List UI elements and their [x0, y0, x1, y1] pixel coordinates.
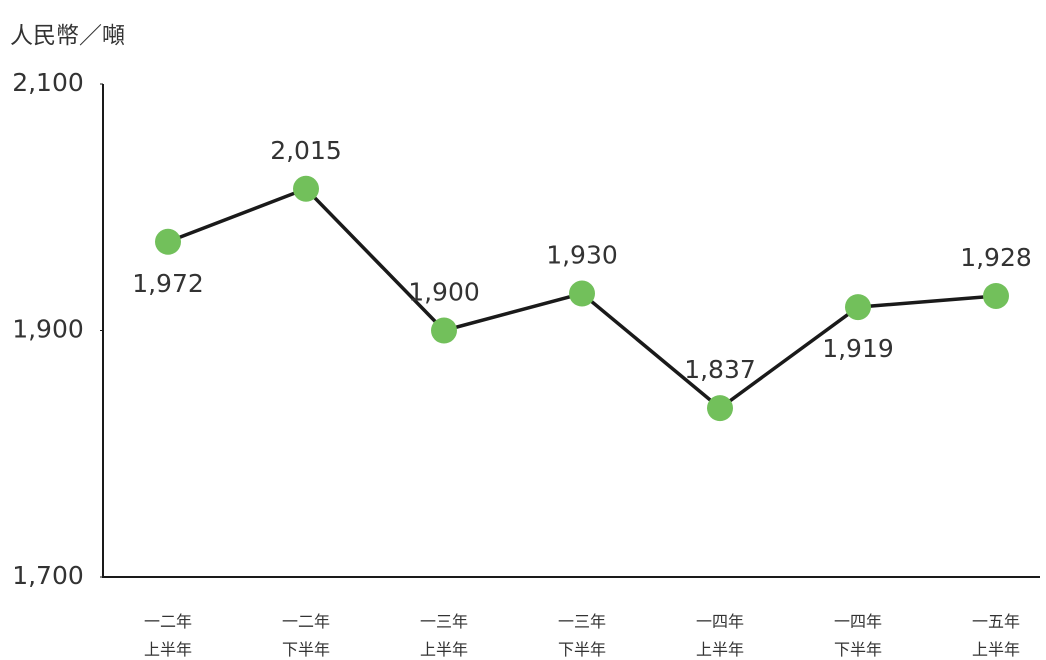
x-tick-label: 一五年 上半年 [971, 612, 1020, 659]
y-tick-label: 2,100 [12, 68, 84, 97]
data-label: 1,928 [960, 243, 1032, 272]
data-label: 1,837 [684, 355, 756, 384]
y-tick-label: 1,700 [12, 561, 84, 590]
x-tick-label: 一四年 下半年 [833, 612, 882, 659]
x-tick-label: 一二年 下半年 [281, 612, 330, 659]
data-label: 1,930 [546, 241, 618, 270]
data-label: 2,015 [270, 136, 342, 165]
x-tick-label: 一四年 上半年 [695, 612, 744, 659]
data-label: 1,919 [822, 334, 894, 363]
x-tick-label: 一二年 上半年 [143, 612, 192, 659]
marker [293, 175, 319, 202]
marker [707, 395, 733, 422]
marker [983, 282, 1009, 309]
marker [155, 228, 181, 255]
data-label: 1,972 [132, 269, 204, 298]
marker [431, 317, 457, 344]
marker [845, 294, 871, 321]
y-tick-label: 1,900 [12, 315, 84, 344]
data-label: 1,900 [408, 278, 480, 307]
x-tick-label: 一三年 上半年 [419, 612, 468, 659]
x-tick-label: 一三年 下半年 [557, 612, 606, 659]
y-axis-label: 人民幣／噸 [10, 23, 125, 49]
marker [569, 280, 595, 307]
